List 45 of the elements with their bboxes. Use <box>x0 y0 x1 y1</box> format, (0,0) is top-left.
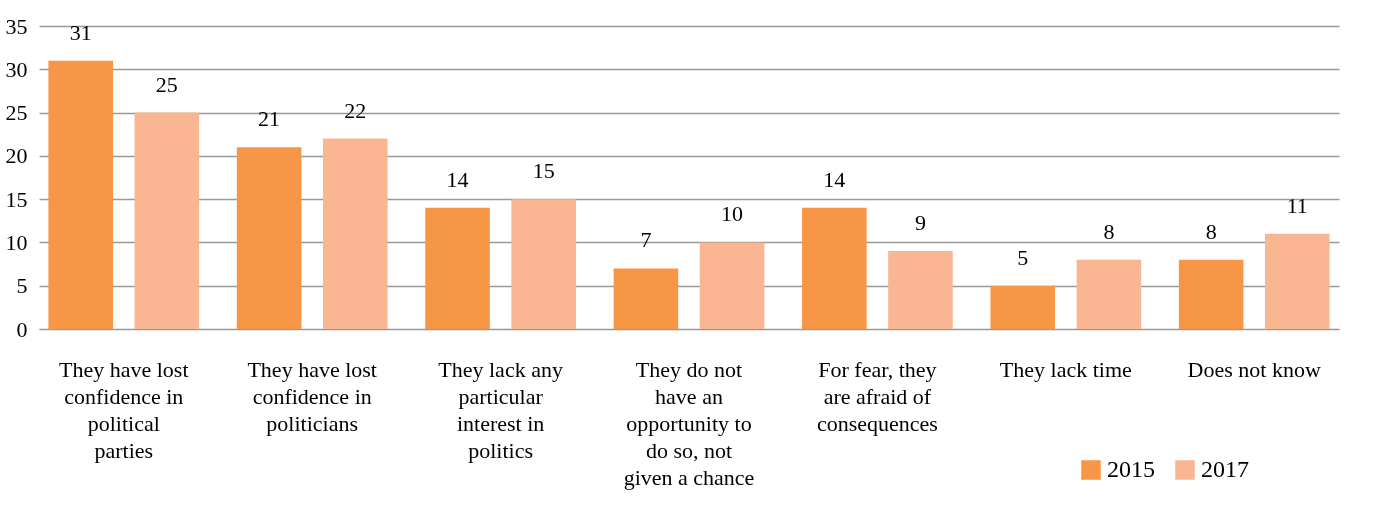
bar <box>1076 259 1142 329</box>
bar <box>990 285 1056 329</box>
data-label: 5 <box>1017 244 1029 270</box>
legend-label: 2017 <box>1201 456 1249 482</box>
y-tick-label: 20 <box>5 143 28 169</box>
data-label: 15 <box>532 158 555 184</box>
data-label: 22 <box>344 97 367 123</box>
data-label: 7 <box>640 227 652 253</box>
x-tick-label: They lack any particular interest in politics <box>438 356 563 463</box>
bar <box>511 199 576 329</box>
bar <box>802 207 867 329</box>
data-label: 14 <box>446 166 469 192</box>
x-tick-label: They have lost confidence in politicians <box>247 356 377 436</box>
bar <box>322 138 388 329</box>
data-label: 25 <box>155 71 178 97</box>
bar <box>134 112 200 329</box>
x-tick-label: Does not know <box>1187 356 1321 382</box>
data-label: 31 <box>69 19 92 45</box>
y-tick-label: 30 <box>5 56 28 82</box>
data-label: 8 <box>1205 218 1217 244</box>
x-tick-label: For fear, they are afraid of consequences <box>816 356 938 436</box>
y-tick-label: 35 <box>5 13 28 39</box>
x-tick-label: They have lost confidence in political parties <box>59 356 189 463</box>
bar <box>613 268 679 329</box>
data-label: 9 <box>914 210 926 236</box>
bar <box>888 251 953 329</box>
data-label: 10 <box>721 201 744 227</box>
y-tick-label: 10 <box>5 229 28 255</box>
x-tick-label: They lack time <box>999 356 1132 382</box>
bar <box>425 207 490 329</box>
bar <box>236 147 302 329</box>
y-tick-label: 15 <box>5 186 28 212</box>
bar <box>48 60 114 329</box>
legend-label: 2015 <box>1107 456 1155 482</box>
bar <box>699 242 765 329</box>
bar <box>1178 259 1244 329</box>
y-tick-label: 25 <box>5 100 28 126</box>
x-tick-label: They do not have an opportunity to do so, not given a chance <box>623 356 755 490</box>
data-label: 8 <box>1103 218 1115 244</box>
bar <box>1264 233 1330 329</box>
data-label: 11 <box>1286 192 1308 218</box>
y-tick-label: 0 <box>16 316 28 342</box>
data-label: 21 <box>258 106 281 132</box>
data-label: 14 <box>823 166 846 192</box>
y-tick-label: 5 <box>16 273 28 299</box>
